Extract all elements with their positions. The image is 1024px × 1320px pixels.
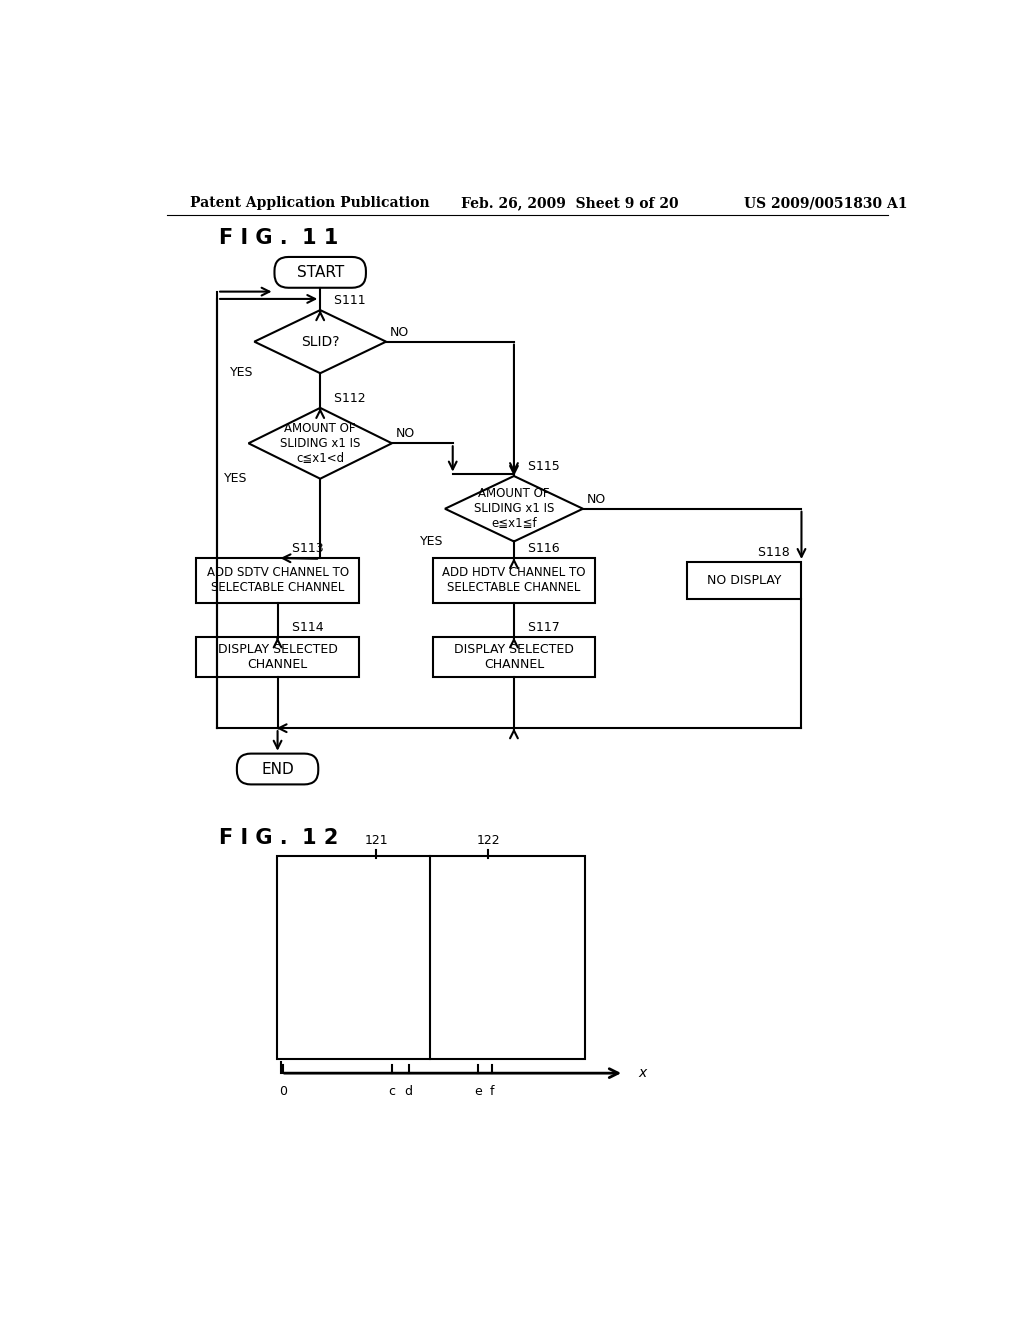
- Bar: [687, 562, 802, 599]
- Text: NO: NO: [390, 326, 410, 338]
- Polygon shape: [445, 477, 583, 541]
- Text: DISPLAY SELECTED
CHANNEL: DISPLAY SELECTED CHANNEL: [218, 643, 338, 672]
- Text: AMOUNT OF
SLIDING x1 IS
e≦x1≦f: AMOUNT OF SLIDING x1 IS e≦x1≦f: [474, 487, 554, 531]
- Text: END: END: [261, 762, 294, 776]
- Text: NO: NO: [587, 492, 606, 506]
- Text: ⁠S118: ⁠S118: [758, 545, 790, 558]
- Text: Feb. 26, 2009  Sheet 9 of 20: Feb. 26, 2009 Sheet 9 of 20: [461, 197, 679, 210]
- Text: 121: 121: [365, 834, 388, 846]
- Polygon shape: [249, 408, 392, 479]
- Text: c: c: [388, 1085, 395, 1098]
- Bar: [432, 558, 595, 603]
- Text: e: e: [474, 1085, 482, 1098]
- Text: DISPLAY SELECTED
CHANNEL: DISPLAY SELECTED CHANNEL: [454, 643, 573, 672]
- Text: ⁠S113: ⁠S113: [292, 543, 324, 554]
- Text: AMOUNT OF
SLIDING x1 IS
c≦x1<d: AMOUNT OF SLIDING x1 IS c≦x1<d: [280, 422, 360, 465]
- Text: Patent Application Publication: Patent Application Publication: [190, 197, 430, 210]
- Text: US 2009/0051830 A1: US 2009/0051830 A1: [744, 197, 907, 210]
- Text: x: x: [638, 1067, 646, 1080]
- Text: ⁠S111: ⁠S111: [334, 294, 366, 308]
- Bar: [432, 638, 595, 677]
- Text: F I G .  1 2: F I G . 1 2: [219, 828, 339, 847]
- Text: f: f: [490, 1085, 495, 1098]
- Text: START: START: [297, 265, 344, 280]
- Text: d: d: [404, 1085, 413, 1098]
- Text: 0: 0: [279, 1085, 287, 1098]
- Polygon shape: [254, 310, 386, 374]
- Text: ADD HDTV CHANNEL TO
SELECTABLE CHANNEL: ADD HDTV CHANNEL TO SELECTABLE CHANNEL: [442, 566, 586, 594]
- Text: F I G .  1 1: F I G . 1 1: [219, 228, 339, 248]
- Bar: [197, 558, 359, 603]
- Text: NO: NO: [395, 428, 415, 440]
- Text: ⁠S116: ⁠S116: [528, 543, 559, 554]
- Text: ⁠S114: ⁠S114: [292, 622, 324, 634]
- FancyBboxPatch shape: [237, 754, 318, 784]
- Text: ⁠S115: ⁠S115: [528, 459, 560, 473]
- Text: YES: YES: [229, 367, 253, 379]
- Bar: [276, 857, 586, 1059]
- Text: ADD SDTV CHANNEL TO
SELECTABLE CHANNEL: ADD SDTV CHANNEL TO SELECTABLE CHANNEL: [207, 566, 348, 594]
- Text: SLID?: SLID?: [301, 335, 339, 348]
- Text: NO DISPLAY: NO DISPLAY: [707, 574, 781, 587]
- Bar: [197, 638, 359, 677]
- Text: YES: YES: [420, 535, 443, 548]
- Text: 122: 122: [476, 834, 500, 846]
- Text: YES: YES: [223, 471, 247, 484]
- FancyBboxPatch shape: [274, 257, 366, 288]
- Text: ⁠S112: ⁠S112: [334, 392, 366, 405]
- Text: ⁠S117: ⁠S117: [528, 622, 560, 634]
